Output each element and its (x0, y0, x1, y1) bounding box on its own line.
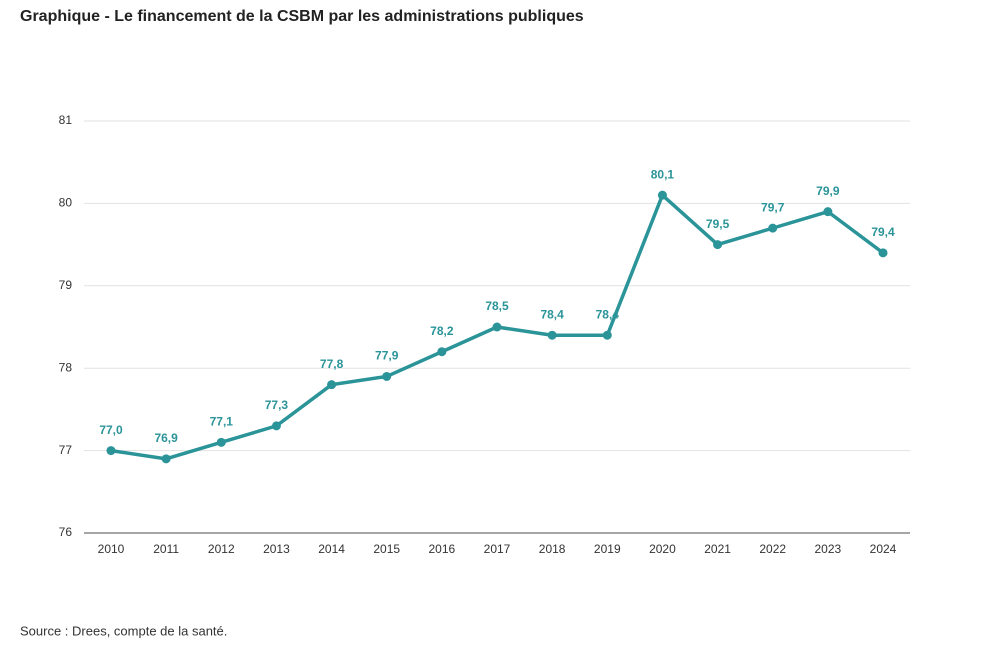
y-tick-label: 79 (59, 278, 73, 292)
value-label: 80,1 (651, 167, 675, 181)
x-tick-label: 2020 (649, 542, 676, 556)
y-tick-label: 80 (59, 196, 73, 210)
data-point (271, 421, 281, 431)
data-point (106, 446, 116, 456)
y-tick-label: 76 (59, 525, 73, 539)
value-label: 77,0 (99, 423, 123, 437)
x-tick-label: 2014 (318, 542, 345, 556)
value-label: 76,9 (154, 431, 178, 445)
data-point (602, 330, 612, 340)
data-point (437, 347, 447, 357)
data-point (327, 380, 337, 390)
x-tick-label: 2011 (153, 542, 179, 556)
y-tick-label: 77 (59, 443, 73, 457)
value-label: 77,1 (210, 415, 234, 429)
y-tick-label: 81 (59, 113, 73, 127)
data-point (713, 240, 723, 250)
value-label: 77,8 (320, 357, 344, 371)
x-tick-label: 2017 (484, 542, 511, 556)
data-point (161, 454, 171, 464)
data-point (547, 330, 557, 340)
data-point (878, 248, 888, 258)
data-point (382, 371, 392, 381)
x-tick-label: 2013 (263, 542, 290, 556)
value-label: 78,4 (596, 307, 620, 321)
x-tick-label: 2024 (870, 542, 897, 556)
value-label: 79,9 (816, 184, 840, 198)
data-point (216, 437, 226, 447)
value-label: 78,4 (540, 307, 564, 321)
x-tick-label: 2010 (98, 542, 125, 556)
chart-title: Graphique - Le financement de la CSBM pa… (20, 8, 584, 25)
x-tick-label: 2021 (704, 542, 731, 556)
x-tick-label: 2023 (815, 542, 842, 556)
value-label: 78,5 (485, 299, 509, 313)
data-point (768, 223, 778, 233)
data-point (492, 322, 502, 332)
value-label: 79,7 (761, 200, 785, 214)
source-note: Source : Drees, compte de la santé. (20, 623, 227, 638)
value-label: 77,3 (265, 398, 289, 412)
data-point (823, 207, 833, 217)
value-label: 79,4 (871, 225, 895, 239)
y-tick-label: 78 (59, 360, 73, 374)
value-label: 77,9 (375, 349, 399, 363)
x-tick-label: 2022 (759, 542, 786, 556)
x-tick-label: 2016 (429, 542, 456, 556)
x-tick-label: 2019 (594, 542, 621, 556)
x-tick-label: 2015 (373, 542, 400, 556)
value-label: 79,5 (706, 217, 730, 231)
value-label: 78,2 (430, 324, 454, 338)
x-tick-label: 2012 (208, 542, 235, 556)
data-point (657, 190, 667, 200)
x-tick-label: 2018 (539, 542, 566, 556)
